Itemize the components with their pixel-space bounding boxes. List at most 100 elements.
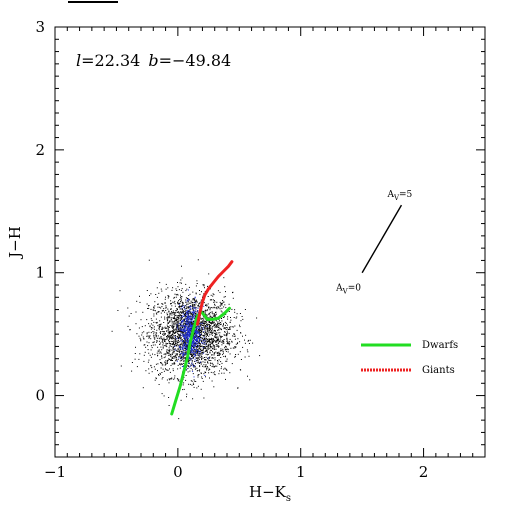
scatter-point [167,287,169,289]
scatter-point [201,346,203,348]
scatter-point [198,353,200,354]
scatter-point [203,285,205,287]
scatter-point [213,339,215,341]
scatter-point [172,312,174,313]
scatter-point [199,361,201,363]
scatter-point [159,372,161,374]
scatter-point [212,348,214,349]
scatter-point [166,363,168,364]
scatter-point [226,340,228,342]
scatter-point [187,314,189,316]
scatter-point [186,349,188,351]
scatter-point [178,334,180,336]
scatter-point [165,306,167,308]
scatter-point [216,344,218,346]
scatter-point [229,327,231,329]
scatter-point [175,318,177,320]
scatter-point [148,359,150,361]
scatter-point [213,325,215,327]
scatter-point [208,326,210,328]
scatter-point [182,310,184,312]
scatter-point [211,354,213,356]
scatter-point [183,350,185,352]
scatter-point [191,360,193,361]
scatter-point [185,329,187,331]
scatter-point [188,327,190,329]
scatter-point [182,366,184,368]
scatter-point [161,336,163,338]
scatter-point [212,357,214,359]
scatter-point [182,336,184,338]
scatter-point [218,325,220,327]
scatter-point [181,319,183,321]
scatter-point [206,344,208,346]
scatter-point [148,337,150,339]
scatter-point [191,327,193,329]
scatter-point [183,322,185,324]
scatter-point [220,337,221,339]
scatter-point [174,323,176,325]
scatter-point [209,313,211,315]
scatter-point [224,349,226,351]
scatter-point [222,354,224,356]
scatter-point [219,353,220,355]
scatter-point [214,332,215,334]
scatter-point [198,346,200,348]
scatter-point [180,320,182,321]
scatter-point [200,318,202,320]
scatter-point [213,373,215,375]
scatter-point [193,337,195,339]
scatter-point [148,352,150,354]
scatter-point [213,348,215,350]
scatter-point [180,279,182,281]
scatter-point [181,348,183,350]
scatter-point [226,358,228,360]
scatter-point [193,315,195,317]
scatter-point [234,325,236,327]
scatter-point [172,333,174,335]
scatter-point [201,356,203,358]
scatter-point [164,356,166,358]
scatter-point [149,295,150,296]
scatter-point [182,326,183,328]
scatter-point [197,326,199,328]
scatter-point [167,335,169,337]
scatter-point [206,350,208,352]
scatter-point [207,359,209,361]
scatter-point [195,316,196,318]
scatter-point [247,340,249,342]
scatter-point [185,336,186,338]
scatter-point [205,333,207,335]
scatter-point [167,359,169,361]
scatter-point [147,308,149,309]
scatter-point [166,360,168,362]
scatter-point [192,316,194,318]
scatter-point [181,315,182,317]
scatter-point [213,386,215,388]
scatter-point [168,352,170,354]
scatter-point [188,363,190,365]
scatter-point [182,308,184,310]
scatter-point [233,317,235,318]
scatter-point [192,351,194,353]
scatter-point [171,363,173,365]
scatter-point [187,330,189,332]
scatter-point [185,283,187,285]
scatter-point [190,323,192,325]
scatter-point [184,307,185,308]
scatter-point [221,329,222,331]
scatter-point [214,359,216,361]
scatter-point [202,348,204,350]
scatter-point [144,344,146,346]
scatter-point [189,328,191,330]
scatter-point [166,338,168,340]
scatter-point [148,336,150,338]
scatter-point [192,398,194,400]
scatter-point [209,349,211,351]
scatter-point [211,346,212,348]
scatter-point [212,299,214,301]
scatter-point [204,347,206,349]
scatter-point [160,352,162,354]
scatter-point [226,360,228,362]
scatter-point [183,329,184,331]
